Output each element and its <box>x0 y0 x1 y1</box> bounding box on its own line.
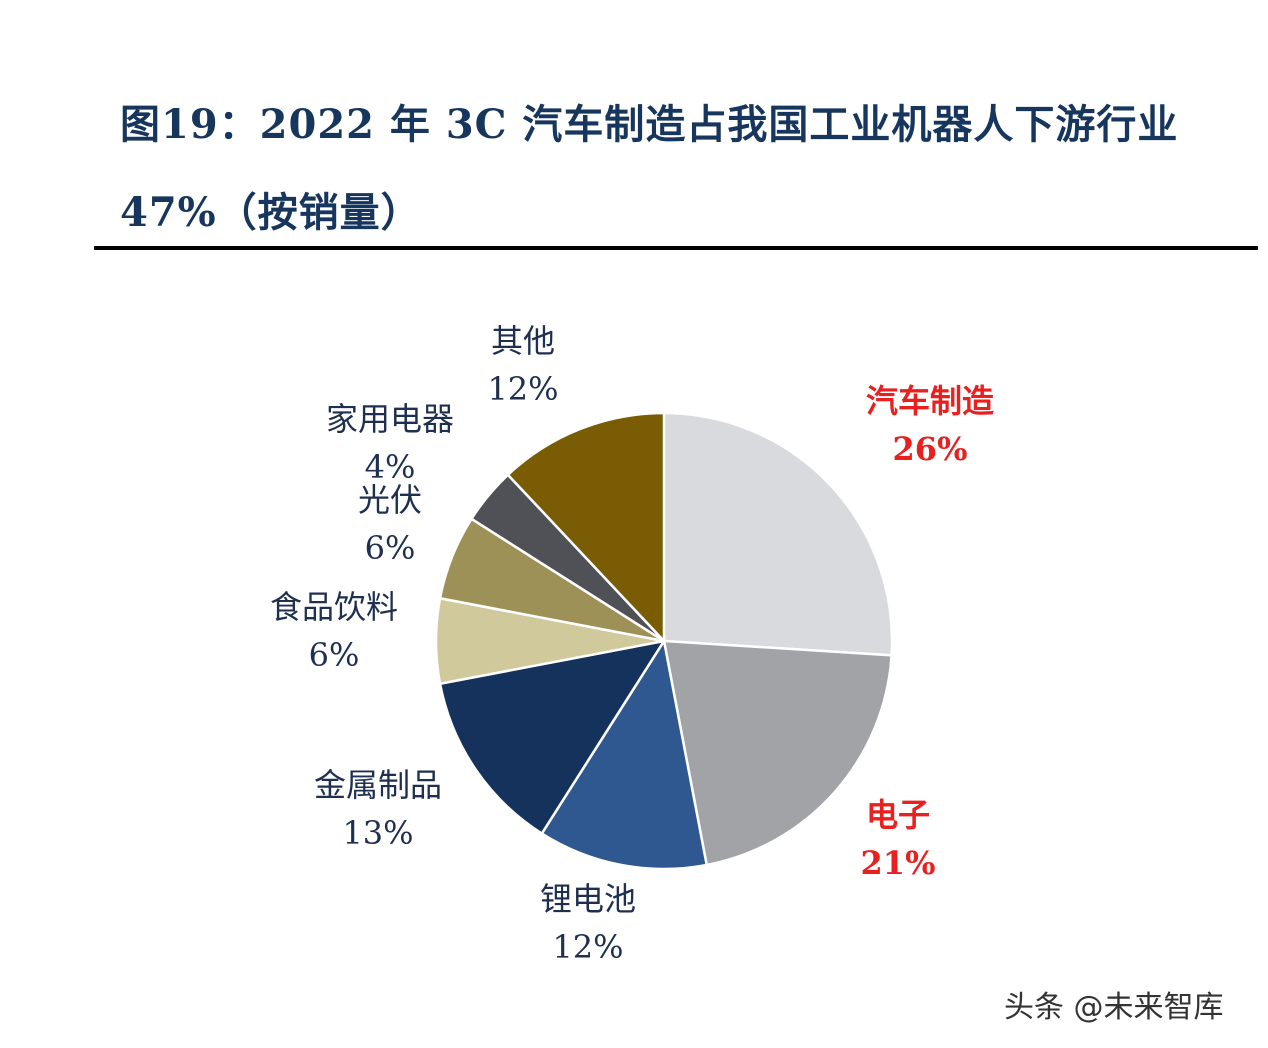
slice-percent-6: 6% <box>365 529 416 567</box>
pie-slice-8 <box>506 411 666 645</box>
slice-label-3: 锂电池 <box>540 880 636 918</box>
slice-percent-1: 26% <box>893 430 968 468</box>
pie-slice-3 <box>540 637 709 871</box>
pie-slice-1 <box>662 411 894 657</box>
title-divider <box>94 246 1258 250</box>
slice-percent-5: 6% <box>309 636 360 674</box>
pie-labels: 汽车制造 26% 电子 21% 锂电池 12% 金属制品 13% 食品饮料 6% 光伏 6% 家用电器 4… <box>270 322 994 966</box>
pie-slices <box>434 411 894 871</box>
slice-label-7: 家用电器 <box>326 400 454 438</box>
slice-percent-4: 13% <box>342 814 413 852</box>
slice-percent-8: 12% <box>487 370 558 408</box>
slice-label-8: 其他 <box>491 322 555 360</box>
slice-label-4: 金属制品 <box>314 766 442 804</box>
slice-label-5: 食品饮料 <box>270 588 398 626</box>
chart-title-line-2: 47%（按销量） <box>120 189 422 236</box>
slice-percent-7: 4% <box>365 448 416 486</box>
slice-label-2: 电子 <box>866 796 930 834</box>
slice-percent-3: 12% <box>552 928 623 966</box>
chart-title-line-1: 图19：2022 年 3C 汽车制造占我国工业机器人下游行业 <box>120 101 1179 148</box>
slice-label-1: 汽车制造 <box>866 382 994 420</box>
pie-slice-2 <box>662 639 893 867</box>
slice-label-6: 光伏 <box>358 481 422 519</box>
watermark: 头条 @未来智库 <box>1004 990 1224 1025</box>
pie-slice-4 <box>438 639 667 836</box>
slice-percent-2: 21% <box>861 844 936 882</box>
